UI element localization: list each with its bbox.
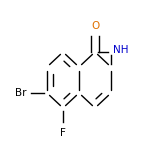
Text: F: F [60,128,66,138]
Text: O: O [91,21,99,31]
Text: NH: NH [113,45,128,55]
Text: Br: Br [16,88,27,98]
